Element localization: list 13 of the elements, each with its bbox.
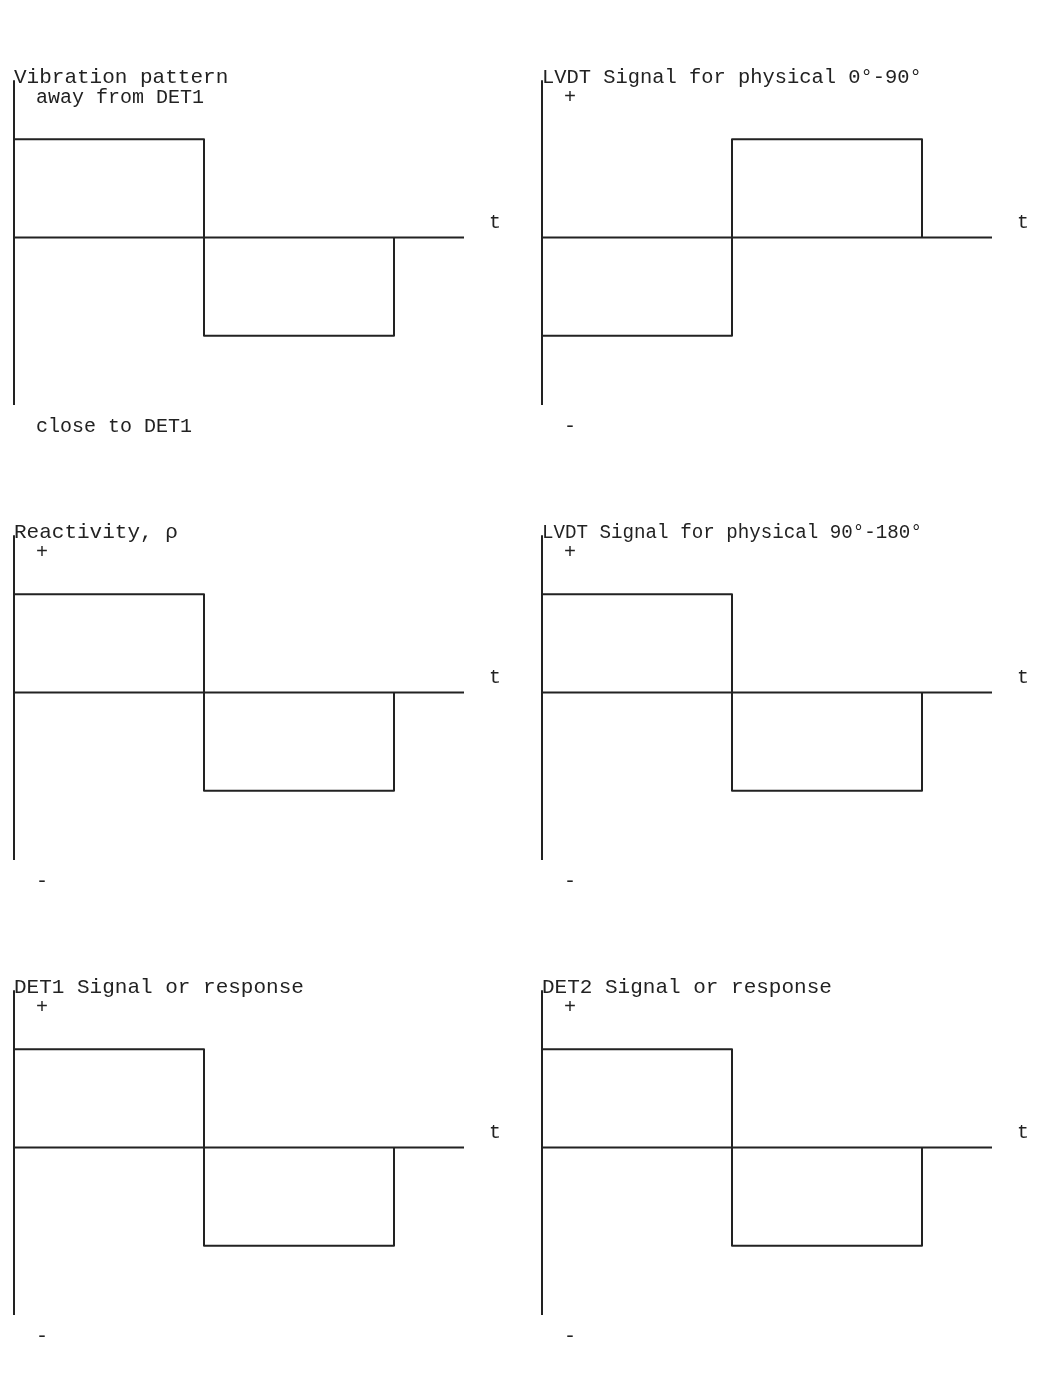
- x-axis-title: t: [1017, 665, 1030, 689]
- x-axis-title: t: [489, 1120, 502, 1144]
- x-axis-title: t: [489, 210, 502, 234]
- text: -: [564, 1325, 577, 1349]
- text: -: [564, 870, 577, 894]
- text: close to DET1: [36, 415, 193, 439]
- text: -: [36, 1325, 49, 1349]
- x-axis-title: t: [1017, 210, 1030, 234]
- text: away from DET1: [36, 86, 205, 110]
- x-axis-title: t: [1017, 1120, 1030, 1144]
- text: -: [36, 870, 49, 894]
- x-axis-title: t: [489, 665, 502, 689]
- text: -: [564, 415, 577, 439]
